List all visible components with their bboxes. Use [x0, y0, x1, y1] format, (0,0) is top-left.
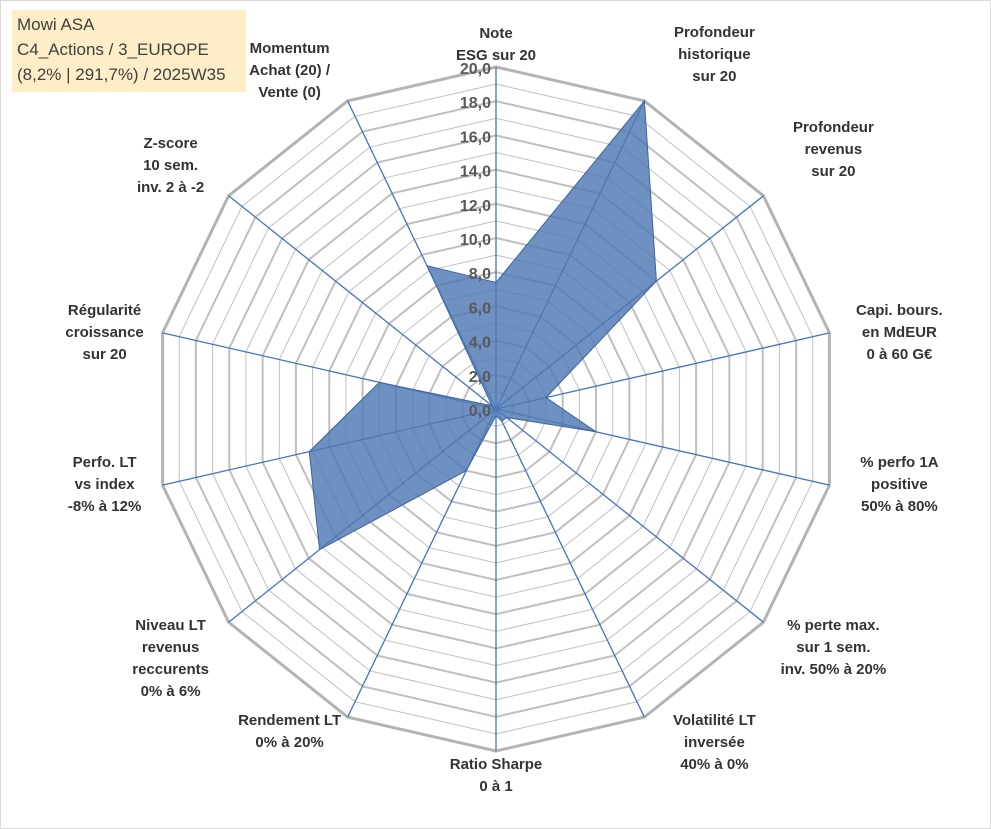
tick-label: 6,0	[469, 300, 491, 317]
axis-spoke	[228, 195, 497, 410]
axis-label: Note ESG sur 20	[456, 25, 536, 64]
axis-label: Z-score 10 sem. inv. 2 à -2	[137, 135, 204, 196]
axis-label: Rendement LT 0% à 20%	[238, 712, 341, 751]
radial-tick-labels: 0,0 2,0 4,0 6,0 8,0 10,0 12,0 14,0 16,0 18,0 20,0	[460, 61, 491, 420]
category-path: C4_Actions / 3_EUROPE	[17, 40, 209, 59]
series-area	[308, 99, 657, 551]
tick-label: 16,0	[460, 129, 491, 146]
radar-series	[308, 99, 657, 551]
tick-label: 2,0	[469, 369, 491, 386]
axis-labels: Note ESG sur 20 Profondeur historique sur 20…	[65, 24, 942, 795]
tick-label: 8,0	[469, 266, 491, 283]
axis-label: Profondeur revenus sur 20	[793, 119, 874, 180]
tick-label: 12,0	[460, 198, 491, 215]
stock-info-box: Mowi ASA C4_Actions / 3_EUROPE (8,2% | 2…	[12, 10, 246, 92]
period-stats: (8,2% | 291,7%) / 2025W35	[17, 65, 226, 84]
axis-label: Niveau LT revenus reccurents 0% à 6%	[132, 617, 209, 700]
company-name: Mowi ASA	[17, 15, 95, 34]
axis-label: % perfo 1A positive 50% à 80%	[860, 454, 939, 515]
axis-label: Perfo. LT vs index -8% à 12%	[68, 454, 141, 515]
tick-label: 20,0	[460, 61, 491, 78]
axis-label: Régularité croissance sur 20	[65, 302, 143, 363]
axis-label: Capi. bours. en MdEUR 0 à 60 G€	[856, 302, 943, 363]
tick-label: 10,0	[460, 232, 491, 249]
axis-label: Momentum Achat (20) / Vente (0)	[249, 40, 331, 101]
tick-label: 0,0	[469, 403, 491, 420]
tick-label: 18,0	[460, 95, 491, 112]
axis-label: % perte max. sur 1 sem. inv. 50% à 20%	[781, 617, 887, 678]
axis-spoke	[495, 332, 830, 410]
axis-label: Ratio Sharpe 0 à 1	[450, 756, 543, 795]
tick-label: 4,0	[469, 335, 491, 352]
axis-spoke	[495, 408, 645, 718]
axis-spoke	[495, 408, 764, 623]
axis-label: Volatilité LT inversée 40% à 0%	[673, 712, 756, 773]
tick-label: 14,0	[460, 164, 491, 181]
axis-label: Profondeur historique sur 20	[674, 24, 755, 85]
